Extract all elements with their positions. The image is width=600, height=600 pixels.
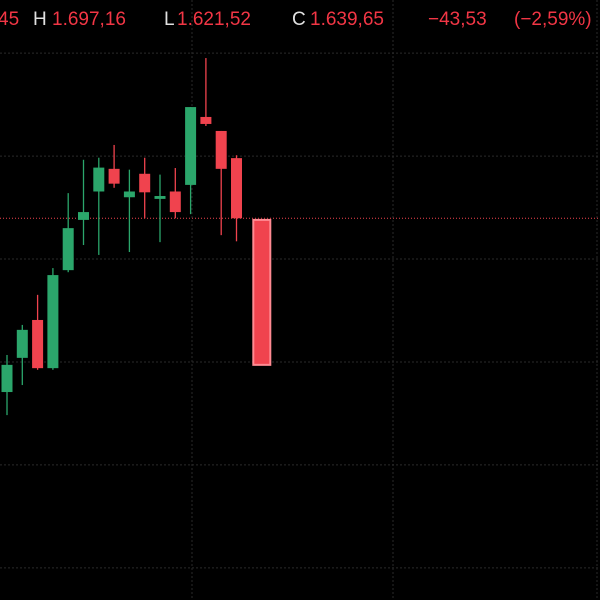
low-label: L <box>164 9 175 30</box>
candle-body <box>231 158 242 219</box>
candle-body <box>185 107 197 185</box>
low-value: 1.621,52 <box>177 9 251 30</box>
candle-body <box>252 218 272 366</box>
candle-body <box>93 167 105 192</box>
candle-body <box>154 196 166 199</box>
candle-body <box>47 275 59 369</box>
candles <box>0 52 600 569</box>
change-value: −43,53 <box>428 9 487 30</box>
candle-body <box>78 212 89 220</box>
candle-body <box>108 168 120 184</box>
high-value: 1.697,16 <box>52 9 126 30</box>
candle-body <box>123 191 135 198</box>
open-fragment: 45 <box>0 9 19 30</box>
candle-body <box>139 173 151 193</box>
change-percent: (−2,59%) <box>514 9 592 30</box>
ohlc-header: 45 H 1.697,16 L 1.621,52 C 1.639,65 −43,… <box>0 9 592 30</box>
high-label: H <box>33 9 47 30</box>
candle-body <box>200 116 212 124</box>
candle-body <box>32 319 44 369</box>
candle-body <box>169 191 181 213</box>
candle-body <box>215 130 227 169</box>
close-label: C <box>292 9 306 30</box>
candle-body <box>16 329 28 358</box>
candle-body <box>1 364 13 393</box>
close-value: 1.639,65 <box>310 9 384 30</box>
candle-body <box>62 228 74 271</box>
